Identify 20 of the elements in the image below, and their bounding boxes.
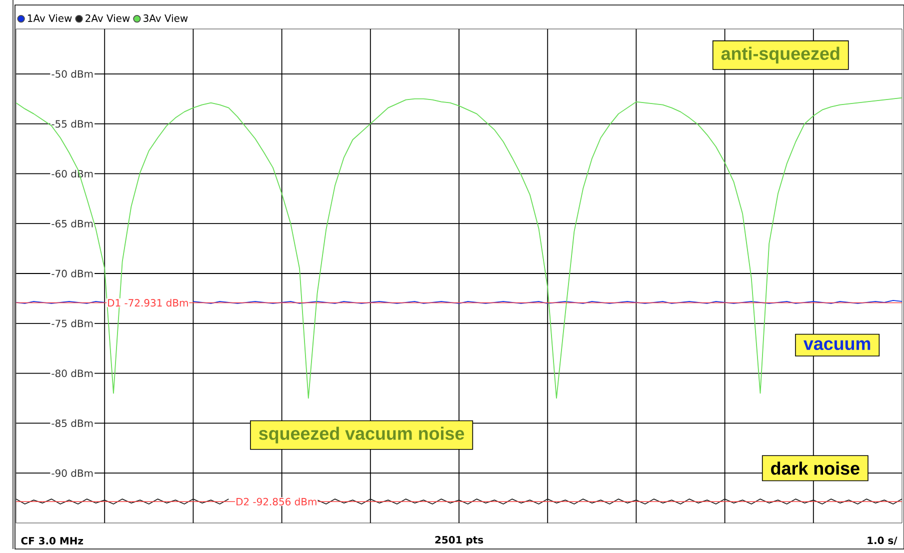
y-tick-label: -55 dBm [52, 120, 93, 128]
ref-line-label: D1 -72.931 dBm [108, 298, 188, 307]
y-tick-label: -70 dBm [52, 270, 93, 278]
text: 1.0 s/ [868, 536, 898, 545]
legend-label: 3Av View [144, 14, 188, 22]
y-tick-label: -85 dBm [52, 419, 93, 428]
annotation: dark noise [771, 462, 860, 475]
annotation: squeezed vacuum noise [259, 426, 464, 444]
y-tick-label: -50 dBm [52, 70, 93, 78]
y-tick-label: -65 dBm [52, 220, 93, 228]
legend-label: 2Av View [86, 14, 130, 22]
text: 2501 pts [435, 536, 484, 546]
annotation: anti-squeezed [721, 46, 840, 64]
annotation: vacuum [804, 340, 870, 350]
legend-label: 1Av View [28, 14, 72, 22]
y-tick-label: -75 dBm [52, 320, 93, 328]
y-tick-label: -90 dBm [52, 469, 93, 477]
text: CF 3.0 MHz [21, 536, 84, 545]
ref-line-label: D2 -92.856 dBm [236, 498, 316, 506]
y-tick-label: -80 dBm [52, 369, 93, 378]
